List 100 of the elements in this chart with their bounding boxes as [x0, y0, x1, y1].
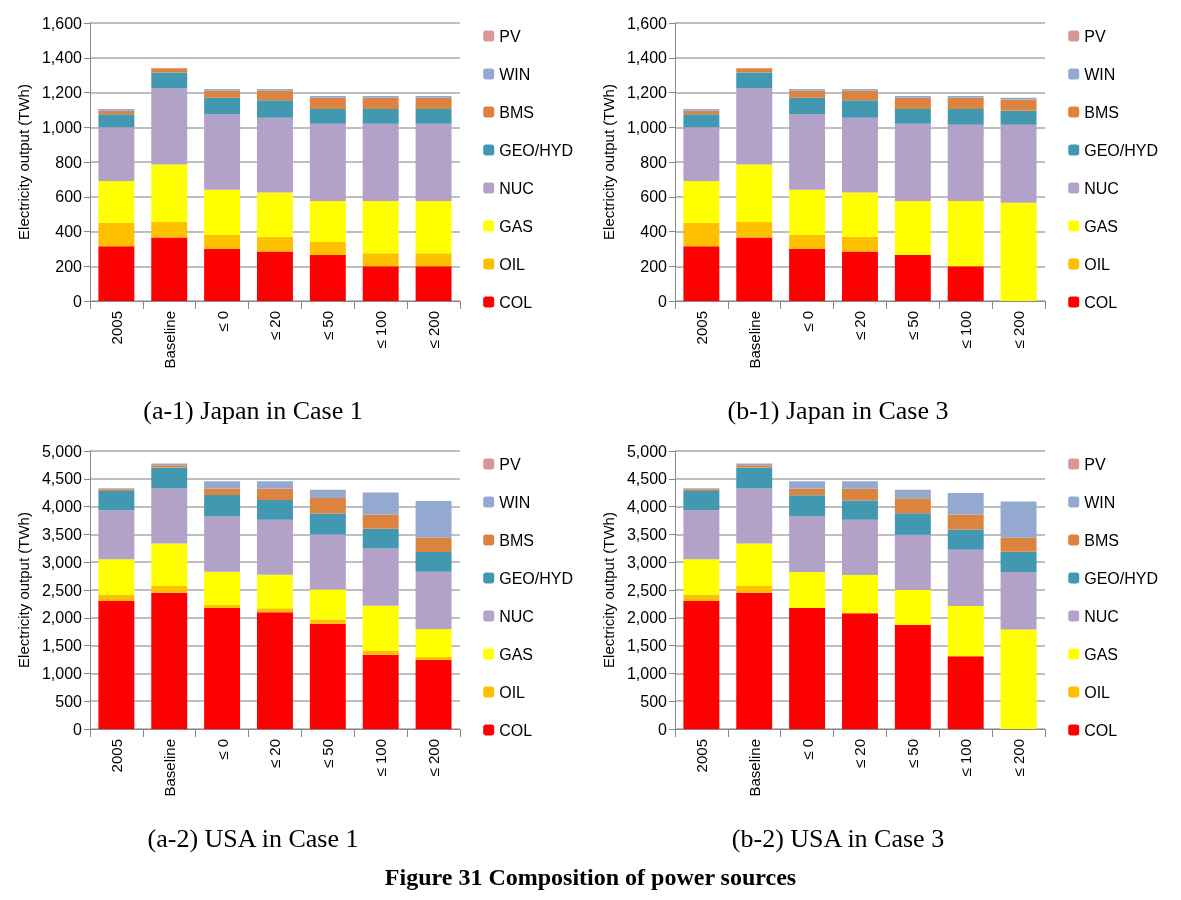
legend-label: COL	[499, 721, 533, 739]
bar	[415, 253, 452, 267]
bar	[789, 516, 826, 572]
y-tick-label: 200	[640, 257, 668, 275]
bar	[947, 549, 984, 607]
bar	[894, 513, 931, 535]
bar	[257, 612, 293, 729]
y-tick-label: 4,500	[41, 470, 83, 488]
legend-label: BMS	[499, 103, 534, 121]
x-tick-label: ≤ 100	[372, 311, 390, 349]
x-tick-label: Baseline	[745, 739, 763, 797]
bar	[683, 114, 720, 128]
bar	[151, 221, 188, 238]
bar	[894, 97, 931, 110]
y-tick-label: 1,200	[626, 84, 668, 101]
y-tick-label: 0	[73, 720, 83, 738]
bar	[736, 68, 773, 73]
y-tick-label: 3,000	[41, 553, 83, 571]
bar	[309, 623, 346, 729]
bar	[151, 164, 188, 222]
bar	[415, 266, 452, 301]
x-tick-label: ≤ 200	[425, 739, 443, 777]
bar	[789, 495, 826, 517]
x-tick-label: ≤ 100	[372, 739, 390, 777]
bar	[1000, 124, 1037, 203]
bar	[894, 489, 931, 499]
bar	[415, 628, 452, 657]
text: (a-1) Japan in Case 1	[143, 395, 363, 425]
x-tick-label: ≤ 50	[904, 311, 922, 341]
legend-label: PV	[1084, 27, 1106, 45]
y-tick-label: 1,600	[41, 14, 83, 32]
x-tick-label: ≤ 20	[266, 311, 284, 341]
bar	[894, 534, 931, 590]
x-tick-label: ≤ 0	[798, 311, 816, 332]
bar	[947, 124, 984, 202]
bar	[415, 660, 452, 729]
bar	[257, 90, 293, 101]
bar	[204, 516, 241, 572]
bar	[842, 192, 878, 237]
bar	[1000, 571, 1037, 630]
bar	[842, 574, 878, 614]
bar	[362, 97, 399, 110]
text: (b-2) USA in Case 3	[731, 823, 945, 853]
y-tick-label: 2,500	[626, 581, 668, 599]
y-axis-title: Electricity output (TWh)	[15, 512, 32, 668]
bar	[204, 494, 241, 517]
bar	[842, 500, 878, 520]
bar	[151, 488, 188, 544]
y-tick-label: 1,000	[41, 118, 83, 136]
legend-label: WIN	[1084, 65, 1116, 83]
bar	[1000, 551, 1037, 572]
x-tick-label: 2005	[692, 739, 710, 773]
y-tick-label: 1,000	[626, 118, 668, 136]
bar	[842, 613, 878, 729]
legend-label: NUC	[1084, 179, 1119, 197]
bar	[894, 109, 931, 124]
y-tick-label: 1,400	[41, 49, 83, 67]
caption: Figure 31 Composition of power sources	[383, 864, 798, 891]
bar	[842, 519, 878, 575]
bar	[309, 201, 346, 242]
legend-label: BMS	[499, 531, 534, 549]
x-tick-label: ≤ 50	[319, 311, 337, 341]
bar	[736, 543, 773, 587]
text: (a-2) USA in Case 1	[147, 823, 359, 853]
bar	[894, 498, 931, 514]
bar	[894, 254, 931, 301]
legend-label: NUC	[1084, 607, 1119, 625]
bar	[415, 657, 452, 661]
legend-label: OIL	[499, 683, 526, 701]
bar	[151, 543, 188, 587]
y-tick-label: 600	[55, 188, 83, 206]
bar	[789, 481, 826, 489]
y-tick-label: 1,500	[41, 637, 83, 655]
legend-label: GEO/HYD	[499, 141, 574, 159]
bar	[98, 510, 135, 560]
bar	[309, 589, 346, 620]
bar	[1000, 110, 1037, 125]
y-tick-label: 2,000	[41, 609, 83, 627]
bar	[415, 537, 452, 552]
bar	[257, 192, 293, 237]
x-tick-label: Baseline	[160, 739, 178, 797]
bar	[789, 114, 826, 190]
bar	[947, 201, 984, 267]
legend-label: COL	[1084, 293, 1118, 311]
bar	[204, 97, 241, 115]
legend-label: PV	[499, 27, 521, 45]
y-axis-title: Electricity output (TWh)	[600, 84, 617, 240]
bar	[947, 109, 984, 125]
y-tick-label: 1,600	[626, 14, 668, 32]
bar	[204, 488, 241, 495]
bar	[894, 201, 931, 255]
y-tick-label: 1,400	[626, 49, 668, 67]
bar	[362, 528, 399, 549]
bar	[842, 251, 878, 301]
bar	[257, 236, 293, 252]
legend-label: NUC	[499, 179, 534, 197]
x-tick-label: ≤ 200	[1010, 739, 1028, 777]
bar	[362, 109, 399, 124]
bar	[204, 114, 241, 190]
bar	[789, 234, 826, 249]
